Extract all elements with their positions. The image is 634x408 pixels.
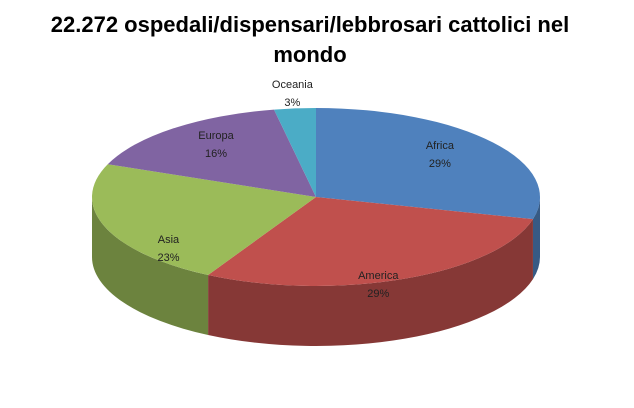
slice-side xyxy=(92,197,209,335)
data-label-value: 3% xyxy=(284,97,300,109)
data-label-name: Europa xyxy=(198,130,234,142)
slice-side xyxy=(532,197,540,280)
data-label-name: Oceania xyxy=(272,79,314,91)
data-label-name: Asia xyxy=(158,234,180,246)
slice xyxy=(274,108,316,197)
data-label-value: 16% xyxy=(205,148,227,160)
slice xyxy=(107,109,316,197)
slice-side xyxy=(208,219,533,347)
slice xyxy=(91,164,316,275)
data-label-name: Africa xyxy=(426,140,455,152)
data-label-name: America xyxy=(358,270,399,282)
slice xyxy=(316,108,540,220)
data-label-value: 23% xyxy=(157,252,179,264)
data-label-value: 29% xyxy=(367,288,389,300)
chart-title: 22.272 ospedali/dispensari/lebbrosari ca… xyxy=(50,12,570,67)
slice xyxy=(208,197,533,287)
data-label-value: 29% xyxy=(429,158,451,170)
